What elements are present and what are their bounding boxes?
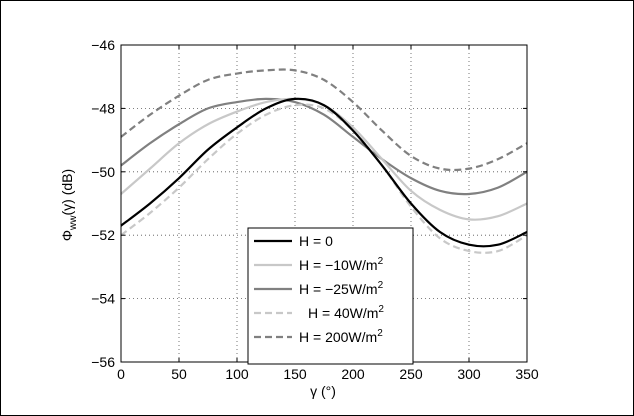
y-axis-title-rest: (γ) (dB) [59,169,75,216]
x-tick-label: 250 [399,366,423,382]
legend-label-3-sup: 2 [378,304,384,315]
x-tick-label: 350 [515,366,539,382]
x-tick-label: 150 [283,366,307,382]
y-tick-label: −56 [91,354,115,370]
x-tick-label: 300 [457,366,481,382]
series-line-4 [120,68,528,172]
legend-label-2-main: H = −25W/m [299,281,378,297]
legend-label-2-sup: 2 [378,280,384,291]
x-tick-label: 50 [171,366,187,382]
y-tick-label: −52 [91,227,115,243]
legend-label-1-sup: 2 [378,256,384,267]
legend-label-3-main: H = 40W/m [308,305,378,321]
series-line-2 [120,97,528,196]
legend-label-1-main: H = −10W/m [299,257,378,273]
legend-label-4-main: H = 200W/m [299,329,377,345]
legend-box [247,227,414,365]
y-tick-label: −48 [91,100,115,116]
legend: H = 0 H = −10W/m2 H = −25W/m2 H = 40W/m2… [247,227,414,365]
legend-label-3: H = 40W/m2 [308,304,384,321]
legend-label-4: H = 200W/m2 [299,328,383,345]
y-axis-title: Φww(γ) (dB) [59,169,79,241]
y-tick-label: −50 [91,164,115,180]
y-axis-title-main: Φ [59,230,75,241]
series-line-1 [120,97,528,221]
x-tick-label: 0 [117,366,125,382]
y-tick-label: −46 [91,37,115,53]
y-axis-title-sub: ww [68,215,79,231]
legend-label-1: H = −10W/m2 [299,256,384,273]
x-tick-label: 100 [225,366,249,382]
axis-ticks: 0 50 100 150 200 250 300 350 −56 −54 −52 −50 −48 −46 [91,37,539,382]
series-line-0 [120,97,528,248]
series-lines [120,68,528,254]
legend-label-2: H = −25W/m2 [299,280,384,297]
legend-label-0: H = 0 [299,233,333,249]
x-tick-label: 200 [341,366,365,382]
y-tick-label: −54 [91,291,115,307]
legend-label-4-sup: 2 [377,328,383,339]
x-axis-title: γ (°) [310,383,336,399]
